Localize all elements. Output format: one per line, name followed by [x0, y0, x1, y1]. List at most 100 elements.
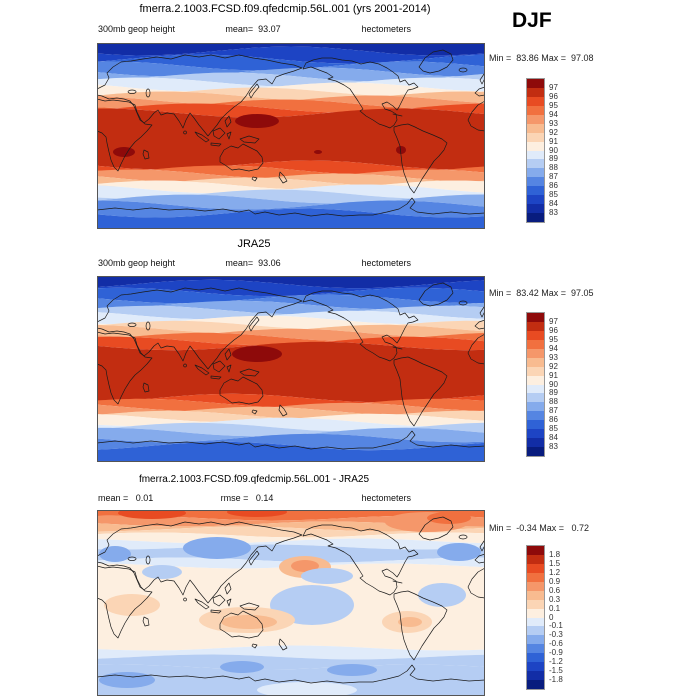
colorbar-tick-label: 85	[549, 190, 558, 200]
contour-band	[97, 67, 485, 82]
minmax-stat: Min = -0.34 Max = 0.72	[489, 523, 590, 533]
season-label: DJF	[512, 9, 552, 32]
contour-band	[97, 526, 485, 538]
contour-band	[97, 180, 485, 194]
contour-band	[97, 279, 485, 297]
map-border	[97, 276, 485, 462]
rmse-stat: rmse = 0.14	[220, 493, 274, 503]
colorbar-tick-label: -1.8	[549, 675, 563, 685]
contour-blob	[221, 615, 277, 629]
contour-band	[97, 72, 485, 87]
mean-stat: mean = 0.01	[98, 493, 154, 503]
colorbar-segment	[527, 572, 544, 582]
colorbar-tick-label: 97	[549, 82, 558, 92]
colorbar-tick-label: 89	[549, 388, 558, 398]
colorbar-tick-label: 0.3	[549, 594, 561, 604]
contour-blob	[99, 672, 155, 688]
contour-band	[97, 77, 485, 92]
contour-band	[97, 406, 485, 420]
colorbar-segment	[527, 608, 544, 618]
contour-band	[97, 103, 485, 118]
colorbar-segment	[527, 599, 544, 609]
contour-blob	[220, 661, 264, 673]
map-border	[97, 43, 485, 229]
colorbar-tick-label: 94	[549, 343, 558, 353]
units-label: hectometers	[361, 493, 411, 503]
colorbar-segment	[527, 132, 544, 142]
colorbar-segment	[527, 626, 544, 636]
colorbar-model: 97 96 95 94 93 92 91 90 89 88 87 86 85 84 83	[526, 78, 558, 223]
contour-band	[97, 441, 485, 462]
colorbar-tick-label: 86	[549, 181, 558, 191]
colorbar-tick-label: 85	[549, 424, 558, 434]
colorbar-segment	[527, 177, 544, 187]
colorbar-segment	[527, 644, 544, 654]
colorbar-tick-label: 0	[549, 612, 554, 622]
contour-band	[97, 165, 485, 179]
colorbar-segment	[527, 366, 544, 376]
contour-blob	[257, 682, 357, 696]
mean-stat: mean= 93.06	[225, 258, 281, 268]
colorbar-segment	[527, 402, 544, 412]
colorbar-tick-label: 92	[549, 361, 558, 371]
colorbar-segment	[527, 96, 544, 106]
contour-band	[97, 87, 485, 101]
colorbar-segment	[527, 330, 544, 340]
contour-blob	[398, 617, 422, 627]
colorbar-tick-label: 0.1	[549, 603, 561, 613]
contour-blob	[427, 512, 471, 524]
colorbar-segment	[527, 150, 544, 160]
colorbar-segment	[527, 590, 544, 600]
contour-blob	[314, 150, 322, 154]
colorbar-tick-label: 90	[549, 379, 558, 389]
colorbar-segment	[527, 671, 544, 681]
colorbar-tick-label: 1.5	[549, 558, 561, 568]
colorbar-segment	[527, 680, 544, 689]
contour-blob	[183, 537, 251, 559]
contour-band	[97, 315, 485, 330]
colorbar-tick-label: 91	[549, 136, 558, 146]
contour-blob	[301, 568, 353, 584]
contour-band	[97, 184, 485, 199]
contour-blob	[396, 146, 406, 154]
contour-band	[97, 46, 485, 64]
colorbar-segment	[527, 447, 544, 456]
colorbar-segment	[527, 554, 544, 564]
colorbar-tick-label: -1.2	[549, 657, 563, 667]
contour-band	[97, 82, 485, 97]
contour-band	[97, 287, 485, 304]
colorbar-tick-label: -0.3	[549, 630, 563, 640]
colorbar-segment	[527, 375, 544, 385]
colorbar-tick-label: 95	[549, 334, 558, 344]
colorbar-tick-label: 93	[549, 118, 558, 128]
contour-band	[97, 276, 485, 289]
contour-band	[97, 320, 485, 334]
colorbar-tick-label: 87	[549, 172, 558, 182]
colorbar-difference: 1.8 1.5 1.2 0.9 0.6 0.3 0.1 0 -0.1 -0.3 -0.6 -0.9 -1…	[526, 545, 563, 690]
contour-band	[97, 305, 485, 320]
colorbar-segment	[527, 563, 544, 573]
colorbar-tick-label: 0.6	[549, 585, 561, 595]
colorbar-segment	[527, 393, 544, 403]
minmax-stat: Min = 83.42 Max = 97.05	[489, 288, 594, 298]
contour-band	[97, 645, 485, 660]
colorbar-segment	[527, 186, 544, 196]
units-label: hectometers	[361, 24, 411, 34]
colorbar-segment	[527, 141, 544, 151]
colorbar-segment	[527, 79, 544, 88]
contour-band	[97, 108, 485, 170]
colorbar-tick-label: 91	[549, 370, 558, 380]
contour-band	[97, 294, 485, 310]
map-border	[97, 510, 485, 696]
contour-band	[97, 402, 485, 416]
colorbar-tick-label: 95	[549, 100, 558, 110]
contour-band	[97, 200, 485, 218]
units-label: hectometers	[361, 258, 411, 268]
colorbar-segment	[527, 384, 544, 394]
colorbar-segment	[527, 204, 544, 214]
colorbar-tick-label: 1.2	[549, 567, 561, 577]
contour-blob	[235, 114, 279, 128]
minmax-stat: Min = 83.86 Max = 97.08	[489, 53, 594, 63]
colorbar-segment	[527, 581, 544, 591]
